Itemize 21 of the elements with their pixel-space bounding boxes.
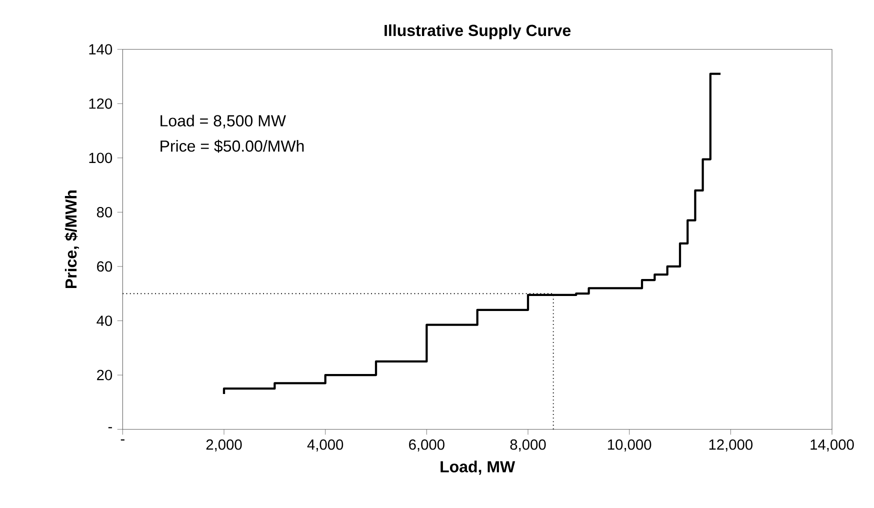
x-tick-label: 6,000 — [409, 439, 444, 452]
x-tick-label: 4,000 — [307, 439, 344, 452]
annotation: Price = $50.00/MWh — [160, 140, 304, 153]
annotation: Load = 8,500 MW — [160, 114, 286, 128]
x-tick-label: 10,000 — [608, 439, 652, 452]
y-tick-label: 60 — [97, 261, 112, 272]
x-tick-label: 8,000 — [510, 439, 546, 452]
y-tick-label: 120 — [89, 98, 112, 109]
y-tick-label: 140 — [89, 44, 112, 55]
x-axis-title: Load, MW — [440, 460, 516, 475]
y-tick-label: 100 — [89, 152, 112, 164]
y-axis-title: Price, $/MWh — [64, 190, 79, 288]
x-tick-label: 14,000 — [810, 439, 854, 452]
y-tick-label: 40 — [96, 316, 112, 326]
x-tick-label: - — [120, 439, 124, 441]
y-tick-label: - — [108, 427, 112, 428]
chart-title: Illustrative Supply Curve — [384, 24, 571, 40]
x-tick-label: 2,000 — [206, 439, 242, 452]
y-tick-label: 80 — [96, 207, 112, 218]
y-tick-label: 20 — [97, 370, 112, 380]
x-tick-label: 12,000 — [709, 439, 753, 452]
